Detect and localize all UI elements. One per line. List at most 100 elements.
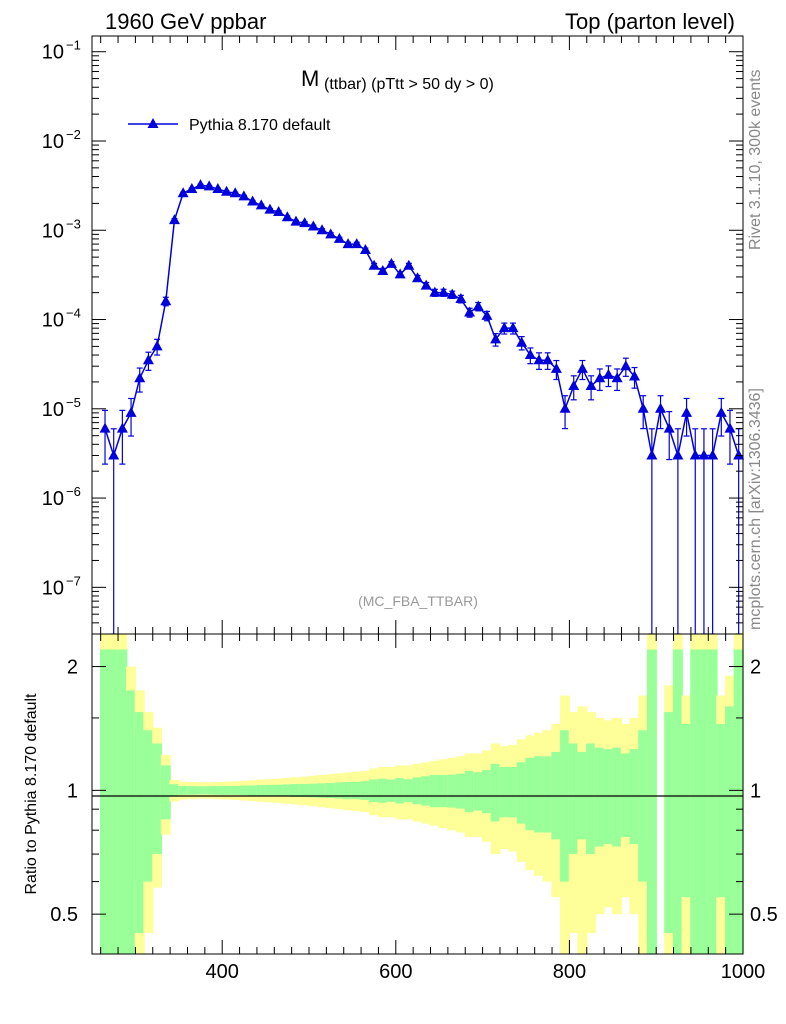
ratio-stat-band (230, 785, 241, 795)
data-point (637, 402, 649, 413)
data-point (498, 322, 510, 333)
data-point (307, 220, 319, 231)
ratio-panel: 0.5 0.5 1 1 2 2 Ratio to Pythia 8.170 default (23, 633, 778, 955)
data-point (733, 449, 745, 460)
data-point (559, 402, 571, 413)
data-point (594, 372, 606, 383)
ratio-stat-band (620, 753, 631, 838)
legend-marker (147, 118, 159, 128)
data-point (125, 406, 137, 417)
ratio-stat-band (126, 690, 137, 954)
y-tick-label: 10 (42, 399, 64, 421)
data-point (325, 228, 337, 239)
data-point (394, 268, 406, 279)
ratio-stat-band (586, 743, 597, 855)
data-point (516, 336, 528, 347)
ratio-stat-band (724, 706, 735, 954)
data-point (412, 272, 423, 283)
ratio-stat-band (716, 723, 727, 898)
ratio-stat-band (369, 779, 380, 802)
ratio-stat-band (612, 747, 623, 847)
ratio-stat-band (490, 763, 501, 822)
ratio-stat-band (152, 743, 163, 855)
legend: Pythia 8.170 default (128, 117, 331, 134)
ratio-stat-band (256, 785, 267, 796)
ratio-stat-band (568, 743, 579, 855)
ratio-stat-band (664, 712, 675, 933)
header-right: Top (parton level) (565, 9, 735, 34)
chart-title-main: M (301, 66, 319, 91)
ratio-stat-band (499, 766, 510, 818)
y-tick-label-exponent: −1 (66, 38, 81, 53)
ratio-stat-band (403, 779, 414, 803)
data-point (385, 257, 397, 268)
ratio-y-tick-label: 1 (750, 780, 761, 802)
ratio-stat-band (707, 649, 718, 954)
data-point (585, 380, 597, 391)
data-point (264, 203, 276, 214)
y-tick-label-exponent: −5 (66, 395, 81, 410)
ratio-stat-band (100, 649, 111, 954)
legend-entry: Pythia 8.170 default (189, 117, 331, 134)
data-point (681, 406, 693, 417)
ratio-stat-band (629, 749, 640, 845)
ratio-stat-band (481, 770, 492, 814)
ratio-stat-band (395, 778, 406, 804)
data-point (481, 309, 493, 320)
x-tick-label: 800 (553, 961, 586, 983)
ratio-stat-band (698, 649, 709, 954)
y-tick-label: 10 (42, 310, 64, 332)
ratio-stat-band (238, 785, 249, 796)
ratio-stat-band (473, 772, 484, 811)
ratio-stat-band (690, 649, 701, 954)
data-point (342, 238, 354, 249)
ratio-stat-band (516, 762, 527, 824)
ratio-stat-band (282, 784, 293, 797)
ratio-stat-band (247, 785, 258, 796)
data-point (168, 214, 180, 225)
data-point (629, 370, 640, 381)
ratio-stat-band (412, 777, 423, 805)
ratio-stat-band (178, 785, 189, 795)
ratio-stat-band (317, 783, 328, 798)
data-point (290, 215, 302, 226)
ratio-stat-band (308, 783, 319, 798)
data-point (151, 340, 163, 351)
y-tick-label-exponent: −3 (66, 216, 81, 231)
ratio-stat-band (186, 786, 197, 795)
y-tick-label-exponent: −2 (66, 127, 81, 142)
data-point (238, 190, 250, 201)
ratio-stat-band (195, 786, 206, 795)
ratio-stat-band (290, 784, 301, 797)
data-point (550, 362, 562, 373)
data-point (429, 286, 441, 297)
ratio-stat-band (542, 756, 553, 833)
data-point (464, 306, 476, 317)
data-point (524, 349, 536, 360)
data-point (602, 368, 614, 379)
data-point (689, 449, 701, 460)
ratio-stat-band (343, 781, 354, 800)
ratio-stat-band (534, 756, 545, 833)
main-panel: 10−110−210−310−410−510−610−7 M (ttbar) (… (42, 35, 745, 635)
ratio-stat-band (299, 783, 310, 798)
data-point (221, 185, 233, 196)
data-point (663, 422, 675, 433)
ratio-stat-band (325, 783, 336, 799)
ratio-stat-band (464, 770, 475, 813)
data-point (420, 279, 432, 290)
x-tick-label: 600 (379, 961, 412, 983)
y-tick-label-exponent: −6 (66, 484, 81, 499)
data-point (299, 217, 311, 228)
data-point (212, 182, 224, 193)
data-point (255, 199, 267, 210)
ratio-stat-band (386, 779, 397, 802)
data-point (620, 360, 632, 371)
chart-watermark: (MC_FBA_TTBAR) (358, 593, 478, 609)
data-point (576, 362, 588, 373)
y-tick-label: 10 (42, 577, 64, 599)
data-point (698, 449, 710, 460)
ratio-frame (91, 633, 744, 955)
ratio-stat-band (603, 749, 614, 845)
